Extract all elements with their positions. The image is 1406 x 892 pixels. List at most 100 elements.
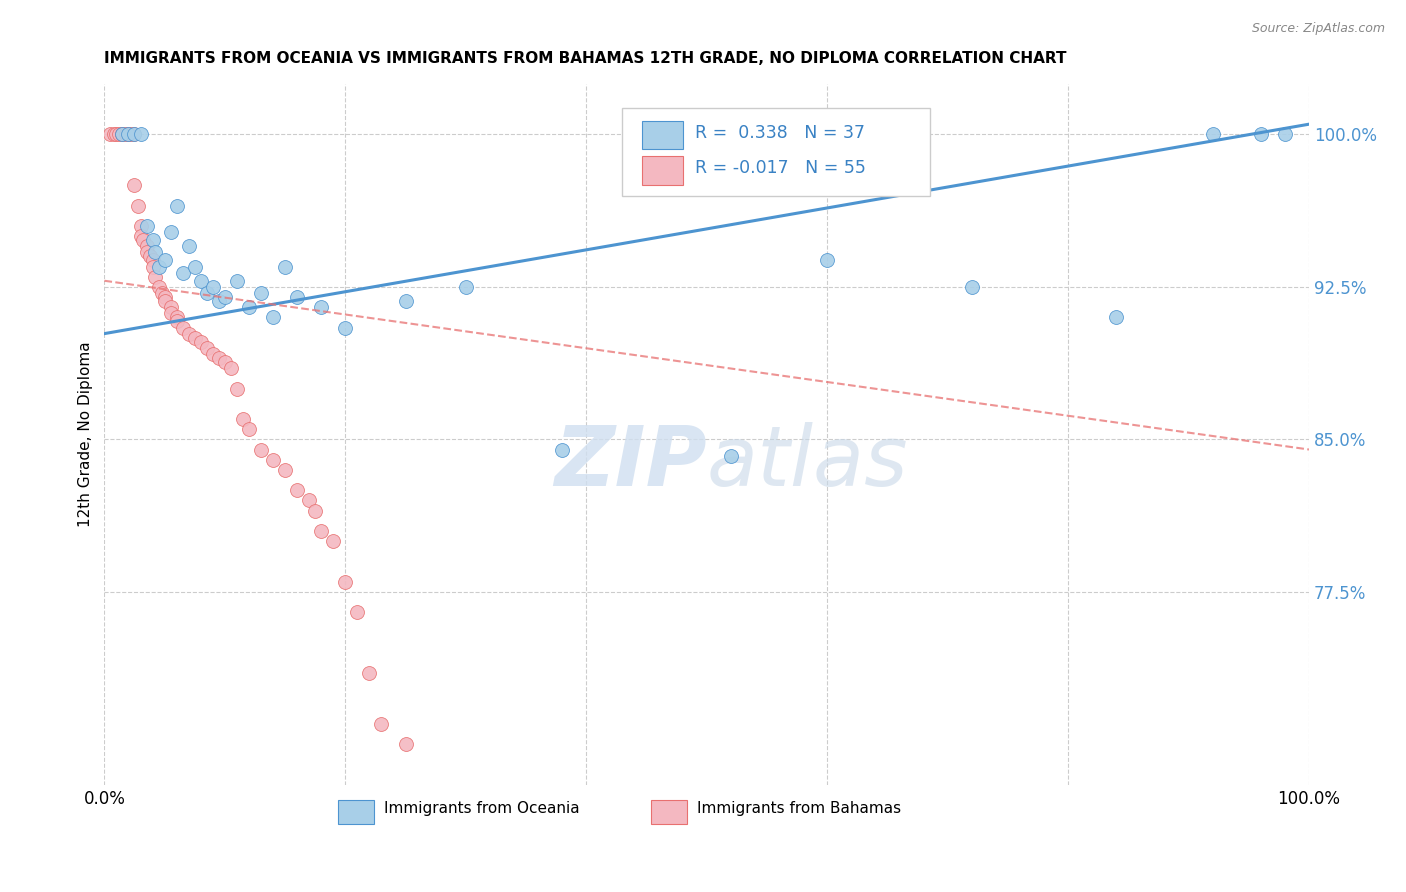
Point <box>309 524 332 538</box>
Point <box>1105 310 1128 325</box>
Text: R =  0.338   N = 37: R = 0.338 N = 37 <box>695 124 865 142</box>
FancyBboxPatch shape <box>337 800 374 824</box>
Point <box>195 285 218 300</box>
Point <box>115 128 138 142</box>
Point <box>143 245 166 260</box>
Point <box>124 178 146 193</box>
Point <box>359 666 381 681</box>
Point <box>132 233 155 247</box>
Point <box>394 294 416 309</box>
Point <box>135 239 157 253</box>
Point <box>322 534 344 549</box>
Point <box>117 128 139 142</box>
Text: IMMIGRANTS FROM OCEANIA VS IMMIGRANTS FROM BAHAMAS 12TH GRADE, NO DIPLOMA CORREL: IMMIGRANTS FROM OCEANIA VS IMMIGRANTS FR… <box>104 51 1067 66</box>
Point <box>159 225 181 239</box>
Point <box>1202 128 1225 142</box>
Point <box>172 266 194 280</box>
Text: ZIP: ZIP <box>554 422 707 503</box>
Point <box>148 280 170 294</box>
Point <box>201 280 224 294</box>
Point <box>214 290 236 304</box>
Point <box>960 280 983 294</box>
Point <box>238 300 260 314</box>
Point <box>274 463 297 477</box>
Point <box>159 300 181 314</box>
Point <box>111 128 134 142</box>
Point <box>166 198 188 212</box>
Point <box>142 233 165 247</box>
Point <box>184 331 207 345</box>
Point <box>285 290 308 304</box>
Point <box>124 128 146 142</box>
Point <box>190 334 212 349</box>
Point <box>120 128 142 142</box>
Point <box>335 320 357 334</box>
Text: R = -0.017   N = 55: R = -0.017 N = 55 <box>695 160 866 178</box>
Point <box>184 260 207 274</box>
Point <box>232 412 254 426</box>
Point <box>454 280 477 294</box>
Point <box>142 253 165 268</box>
Point <box>262 310 284 325</box>
Point <box>201 347 224 361</box>
FancyBboxPatch shape <box>641 121 683 150</box>
Point <box>815 253 838 268</box>
Point <box>304 503 326 517</box>
Point <box>285 483 308 498</box>
Point <box>129 229 152 244</box>
Point <box>225 382 247 396</box>
Point <box>335 574 357 589</box>
Point <box>166 314 188 328</box>
Point <box>111 128 134 142</box>
Point <box>111 128 134 142</box>
Point <box>250 285 273 300</box>
Text: Source: ZipAtlas.com: Source: ZipAtlas.com <box>1251 22 1385 36</box>
Point <box>551 442 574 457</box>
Point <box>208 351 231 365</box>
Point <box>195 341 218 355</box>
Point <box>274 260 297 274</box>
Y-axis label: 12th Grade, No Diploma: 12th Grade, No Diploma <box>79 342 93 527</box>
FancyBboxPatch shape <box>651 800 688 824</box>
Point <box>117 128 139 142</box>
Point <box>166 310 188 325</box>
Point <box>105 128 128 142</box>
Point <box>219 361 242 376</box>
Point <box>1250 128 1272 142</box>
Text: Immigrants from Bahamas: Immigrants from Bahamas <box>697 801 901 816</box>
FancyBboxPatch shape <box>623 108 929 195</box>
Point <box>153 294 176 309</box>
Point <box>135 219 157 233</box>
Point <box>177 239 200 253</box>
Point <box>129 219 152 233</box>
Point <box>142 260 165 274</box>
Point <box>103 128 125 142</box>
Point <box>159 306 181 320</box>
Point <box>135 245 157 260</box>
Point <box>250 442 273 457</box>
Point <box>150 285 173 300</box>
Point <box>172 320 194 334</box>
Point <box>100 128 122 142</box>
Point <box>298 493 321 508</box>
Point <box>153 253 176 268</box>
Point <box>177 326 200 341</box>
Point <box>124 128 146 142</box>
Point <box>190 274 212 288</box>
Point <box>214 355 236 369</box>
Point <box>238 422 260 436</box>
Point <box>225 274 247 288</box>
Point <box>262 452 284 467</box>
Point <box>143 269 166 284</box>
Point <box>346 605 368 619</box>
Point <box>148 260 170 274</box>
Point <box>108 128 131 142</box>
Point <box>309 300 332 314</box>
Point <box>720 449 742 463</box>
Point <box>139 249 162 263</box>
Point <box>129 128 152 142</box>
Point <box>153 290 176 304</box>
Point <box>394 737 416 751</box>
FancyBboxPatch shape <box>641 156 683 185</box>
Point <box>127 198 149 212</box>
